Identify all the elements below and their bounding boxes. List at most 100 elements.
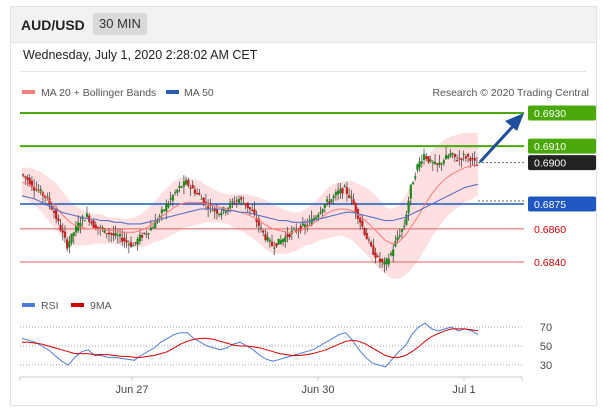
candle-body <box>48 198 51 205</box>
candle-body <box>105 233 108 235</box>
candle-body <box>83 220 86 222</box>
candle-body <box>103 228 106 233</box>
ma20-legend-label: MA 20 + Bollinger Bands <box>41 87 156 99</box>
candle-body <box>372 245 375 255</box>
candle-body <box>449 153 452 157</box>
candle-body <box>55 209 58 220</box>
candle-body <box>392 249 395 257</box>
candle-body <box>365 232 368 240</box>
candle-body <box>416 164 419 171</box>
candle-body <box>350 196 353 199</box>
candle-body <box>156 220 159 223</box>
x-tick-label: Jun 27 <box>115 384 148 396</box>
chart-datetime: Wednesday, July 1, 2020 2:28:02 AM CET <box>23 48 258 62</box>
candle-body <box>242 202 245 204</box>
candle-body <box>193 189 197 194</box>
candle-body <box>458 157 461 159</box>
candle-body <box>204 201 208 203</box>
candle-body <box>174 192 177 194</box>
level-label-bg-price <box>528 155 596 171</box>
candle-body <box>52 210 56 213</box>
candle-body <box>268 239 271 242</box>
candle-body <box>389 253 393 256</box>
candle-body <box>464 156 467 159</box>
candle-body <box>220 212 223 216</box>
candle-body <box>110 233 113 235</box>
chart-widget: AUD/USD 30 MIN Wednesday, July 1, 2020 2… <box>10 6 597 406</box>
candle-body <box>167 203 170 208</box>
candle-body <box>471 157 474 159</box>
candle-body <box>275 243 278 247</box>
candle-body <box>134 242 137 244</box>
candle-body <box>118 233 122 237</box>
level-label-bg-support <box>528 196 596 212</box>
candle-body <box>44 195 47 198</box>
rsi-tick-label: 70 <box>540 322 552 334</box>
candle-body <box>191 184 194 189</box>
candle-body <box>403 226 406 228</box>
price-level-labels: 0.6930 0.6910 0.6900 0.6875 0.6860 0.6840 <box>528 105 596 269</box>
rsi-ma-line <box>22 328 479 358</box>
candle-body <box>171 195 174 201</box>
candle-body <box>33 186 36 191</box>
candle-body <box>295 229 298 232</box>
candle-body <box>436 163 439 165</box>
candle-body <box>286 234 289 237</box>
candle-body <box>279 240 282 244</box>
candle-body <box>314 216 318 219</box>
candle-body <box>180 186 183 188</box>
candle-body <box>334 192 338 196</box>
candle-body <box>332 195 335 199</box>
candle-body <box>301 223 304 226</box>
candle-body <box>312 218 315 221</box>
candle-body <box>151 227 155 229</box>
candle-body <box>306 225 309 227</box>
candle-body <box>165 204 168 212</box>
rsi-legend-label: RSI <box>41 300 59 312</box>
candle-body <box>257 218 260 227</box>
candle-body <box>330 199 333 203</box>
candle-body <box>354 203 357 213</box>
ma20-line <box>21 163 479 245</box>
candle-body <box>138 234 141 242</box>
candle-body <box>160 209 163 214</box>
candle-body <box>213 208 216 211</box>
candle-body <box>61 230 64 233</box>
candle-body <box>92 220 95 228</box>
candle-body <box>407 200 410 213</box>
moving-averages <box>21 163 479 245</box>
candle-body <box>198 192 201 195</box>
candle-body <box>414 176 417 179</box>
candle-body <box>281 238 285 243</box>
candle-body <box>229 202 232 209</box>
candle-body <box>235 200 238 202</box>
candle-body <box>475 164 478 166</box>
candle-body <box>72 232 75 237</box>
candle-body <box>359 218 362 223</box>
candle-body <box>123 237 126 242</box>
candle-body <box>284 236 287 242</box>
candle-body <box>455 160 459 162</box>
candle-body <box>231 201 234 203</box>
candle-body <box>129 242 133 247</box>
arrow-shaft <box>478 122 517 164</box>
candle-body <box>383 262 386 265</box>
candle-body <box>158 215 161 218</box>
ma20-legend-swatch <box>22 90 35 94</box>
ma50-legend-swatch <box>166 90 179 94</box>
candle-body <box>145 233 148 235</box>
candle-body <box>323 203 326 208</box>
candle-body <box>57 218 60 222</box>
candle-body <box>422 154 426 160</box>
bollinger-bands <box>22 132 478 279</box>
candle-body <box>462 153 465 155</box>
level-label-price: 0.6900 <box>534 158 566 170</box>
candle-body <box>218 214 221 216</box>
candle-body <box>367 239 371 241</box>
level-label-minor: 0.6860 <box>534 224 566 236</box>
candle-body <box>143 232 146 234</box>
rsi-panel: 70 50 30 <box>20 322 552 372</box>
timeframe-badge[interactable]: 30 MIN <box>93 13 147 35</box>
candle-body <box>169 198 172 200</box>
